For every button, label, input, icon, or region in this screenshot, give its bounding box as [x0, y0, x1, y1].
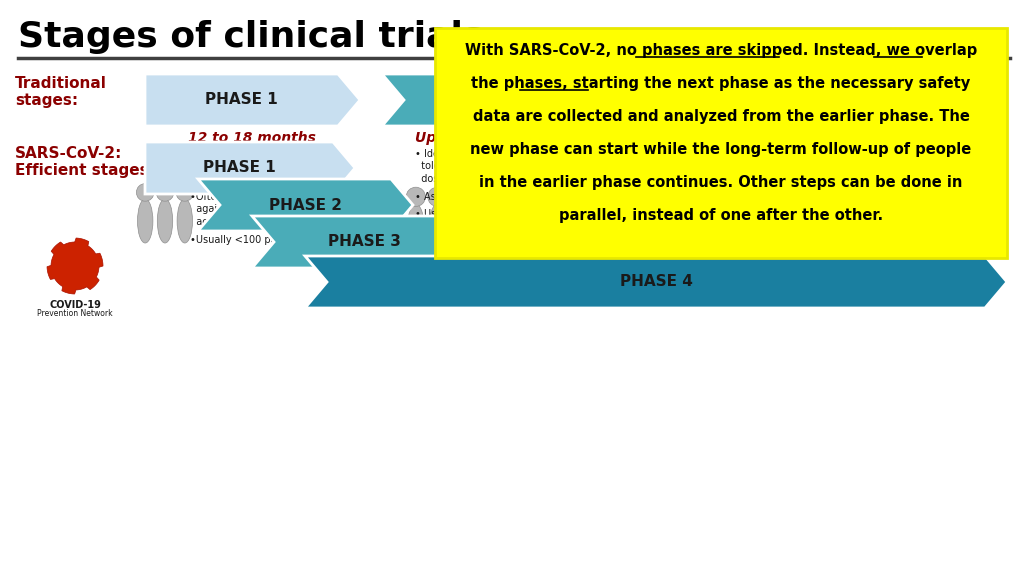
Text: PHASE 1: PHASE 1 — [205, 93, 278, 108]
Circle shape — [587, 190, 608, 212]
Ellipse shape — [408, 204, 424, 252]
Circle shape — [407, 187, 425, 206]
Ellipse shape — [137, 199, 153, 243]
Text: in the earlier phase continues. Other steps can be done in: in the earlier phase continues. Other st… — [479, 175, 963, 190]
Ellipse shape — [451, 204, 467, 252]
Text: •Often involves comparing
  against a placebo with no
  active ingredients: •Often involves comparing against a plac… — [190, 192, 323, 227]
Circle shape — [385, 187, 403, 206]
Text: •Usually <100 people: •Usually <100 people — [190, 235, 298, 245]
Polygon shape — [382, 74, 622, 126]
Ellipse shape — [365, 204, 381, 252]
Text: •Test safety and whether
  the body can tolerate the
  product: •Test safety and whether the body can to… — [190, 149, 321, 184]
Ellipse shape — [429, 204, 445, 252]
Text: data are collected and analyzed from the earlier phase. The: data are collected and analyzed from the… — [472, 109, 970, 124]
Circle shape — [659, 190, 682, 212]
Text: • Involves thousands of people,
  including some at risk of
  infection: • Involves thousands of people, includin… — [668, 205, 823, 240]
Text: • Efficacy: “Does this product
  prevent infections, or help to
  reduce the sev: • Efficacy: “Does this product prevent i… — [668, 149, 816, 196]
Circle shape — [157, 184, 174, 201]
Ellipse shape — [177, 199, 193, 243]
Text: parallel, instead of one after the other.: parallel, instead of one after the other… — [559, 208, 883, 223]
Text: COVID-19: COVID-19 — [49, 300, 101, 310]
Circle shape — [341, 187, 360, 206]
Ellipse shape — [759, 209, 777, 263]
Circle shape — [709, 190, 730, 212]
Ellipse shape — [637, 209, 655, 263]
Text: • Assess the immune responses: • Assess the immune responses — [415, 192, 572, 202]
Text: new phase can start while the long-term follow-up of people: new phase can start while the long-term … — [470, 142, 972, 157]
Text: PHASE 2: PHASE 2 — [269, 198, 342, 213]
Polygon shape — [198, 179, 413, 231]
Text: PHASE 3: PHASE 3 — [776, 93, 850, 108]
Ellipse shape — [710, 209, 729, 263]
Text: PHASE 4: PHASE 4 — [620, 275, 692, 290]
Ellipse shape — [685, 209, 705, 263]
Circle shape — [176, 184, 194, 201]
Polygon shape — [658, 74, 968, 126]
Text: Traditional
stages:: Traditional stages: — [15, 76, 106, 108]
Ellipse shape — [386, 204, 402, 252]
Ellipse shape — [734, 209, 753, 263]
Ellipse shape — [589, 209, 607, 263]
Ellipse shape — [158, 199, 173, 243]
Text: the phases, starting the next phase as the necessary safety: the phases, starting the next phase as t… — [471, 76, 971, 91]
Ellipse shape — [782, 209, 802, 263]
Text: Stages of clinical trials: Stages of clinical trials — [18, 20, 484, 54]
Circle shape — [757, 190, 778, 212]
Polygon shape — [252, 216, 477, 268]
Ellipse shape — [662, 209, 680, 263]
FancyBboxPatch shape — [435, 28, 1007, 258]
Polygon shape — [145, 142, 355, 194]
Circle shape — [450, 187, 469, 206]
Text: 12 to 18 months: 12 to 18 months — [188, 131, 315, 145]
Polygon shape — [145, 74, 360, 126]
Text: • Usually a few hundred to a
  few thousand people: • Usually a few hundred to a few thousan… — [415, 209, 555, 232]
Circle shape — [611, 190, 633, 212]
Circle shape — [428, 187, 447, 206]
Text: • Identify the maximum
  tolerated dose, the best
  dosing schedule: • Identify the maximum tolerated dose, t… — [415, 149, 539, 184]
Circle shape — [684, 190, 706, 212]
Text: PHASE 2: PHASE 2 — [466, 93, 539, 108]
Text: With SARS-CoV-2, no phases are skipped. Instead, we overlap: With SARS-CoV-2, no phases are skipped. … — [465, 43, 977, 58]
Text: PHASE 1: PHASE 1 — [203, 161, 275, 176]
Circle shape — [136, 184, 154, 201]
Circle shape — [362, 187, 382, 206]
Ellipse shape — [343, 204, 359, 252]
Text: Up to 2 years: Up to 2 years — [415, 131, 519, 145]
Text: PHASE 3: PHASE 3 — [328, 234, 401, 249]
Circle shape — [781, 190, 803, 212]
Circle shape — [636, 190, 657, 212]
Text: Prevention Network: Prevention Network — [37, 309, 113, 318]
Polygon shape — [47, 238, 103, 294]
Polygon shape — [305, 256, 1007, 308]
Text: SARS-CoV-2:
Efficient stages: SARS-CoV-2: Efficient stages — [15, 146, 148, 179]
Text: 2+ years: 2+ years — [668, 131, 737, 145]
Ellipse shape — [612, 209, 632, 263]
Circle shape — [733, 190, 755, 212]
